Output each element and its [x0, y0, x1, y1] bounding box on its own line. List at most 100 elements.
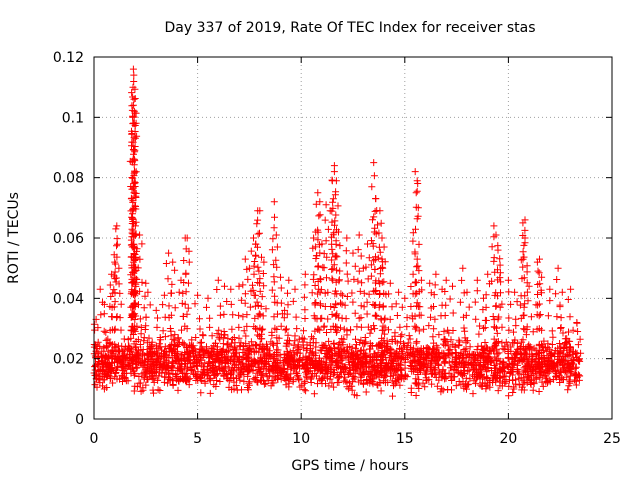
data-point — [330, 383, 338, 391]
data-point — [498, 339, 506, 347]
data-point — [108, 270, 116, 278]
data-point — [411, 248, 419, 256]
data-point — [293, 325, 301, 333]
data-point — [332, 177, 340, 185]
data-point — [285, 383, 293, 391]
data-point — [125, 342, 133, 350]
data-point — [314, 236, 322, 244]
data-point — [268, 362, 276, 370]
data-point — [556, 340, 564, 347]
data-point — [398, 331, 406, 339]
data-point — [135, 301, 142, 309]
data-point — [357, 323, 365, 331]
data-point — [308, 333, 315, 341]
data-point — [343, 293, 351, 300]
data-point — [137, 324, 145, 331]
data-point — [236, 342, 244, 350]
data-point — [254, 216, 262, 224]
data-point — [260, 364, 268, 372]
data-point — [512, 315, 520, 323]
data-point — [401, 294, 409, 302]
data-point — [324, 315, 332, 323]
data-point — [469, 390, 477, 398]
data-point — [445, 369, 453, 377]
data-point — [554, 264, 562, 272]
data-point — [486, 383, 494, 391]
data-point — [346, 379, 353, 387]
data-point — [142, 381, 150, 389]
data-point — [302, 372, 310, 380]
data-point — [113, 358, 121, 366]
data-point — [417, 311, 425, 319]
data-point — [138, 240, 146, 248]
data-point — [98, 367, 106, 374]
data-point — [342, 365, 350, 373]
data-point — [409, 237, 417, 245]
data-point — [233, 348, 241, 356]
data-point — [143, 339, 151, 347]
data-point — [185, 258, 193, 266]
x-tick-label: 5 — [193, 431, 202, 447]
data-point — [169, 258, 177, 266]
data-point — [386, 346, 394, 354]
data-point — [314, 363, 322, 371]
data-point — [131, 324, 139, 332]
data-point — [185, 279, 192, 287]
data-point — [428, 380, 436, 388]
data-point — [472, 315, 480, 323]
data-point — [499, 367, 507, 375]
data-point — [169, 381, 177, 389]
data-point — [128, 174, 136, 181]
data-point — [224, 341, 232, 349]
data-point — [345, 385, 353, 393]
data-point — [185, 348, 193, 356]
data-point — [91, 366, 99, 374]
data-point — [309, 351, 317, 359]
data-point — [357, 373, 365, 381]
data-point — [312, 343, 320, 351]
data-point — [318, 347, 326, 355]
data-point — [415, 376, 423, 384]
data-point — [96, 285, 104, 293]
data-point — [490, 254, 498, 262]
data-point — [140, 352, 148, 360]
data-point — [376, 207, 384, 215]
data-point — [343, 270, 351, 278]
data-point — [259, 270, 267, 277]
data-point — [150, 389, 157, 397]
data-point — [413, 187, 421, 195]
data-point — [323, 352, 331, 360]
data-point — [157, 336, 165, 344]
data-point — [230, 378, 238, 386]
data-point — [509, 389, 517, 396]
data-point — [507, 300, 515, 308]
data-point — [429, 333, 437, 341]
data-point — [231, 339, 239, 347]
data-point — [557, 343, 565, 351]
data-point — [131, 167, 138, 175]
data-point — [359, 264, 367, 272]
data-point — [504, 276, 512, 284]
data-point — [348, 289, 356, 297]
data-point — [452, 349, 460, 357]
data-point — [379, 264, 387, 272]
data-point — [396, 381, 404, 389]
data-point — [208, 332, 216, 340]
data-point — [441, 375, 449, 383]
data-point — [370, 159, 378, 167]
data-point — [311, 365, 319, 372]
data-point — [523, 325, 531, 333]
data-point — [395, 288, 403, 296]
data-point — [216, 335, 224, 343]
data-point — [181, 363, 189, 371]
data-point — [213, 286, 221, 293]
data-point — [304, 356, 312, 364]
y-tick-label: 0.02 — [53, 352, 84, 368]
data-point — [113, 366, 120, 374]
data-point — [301, 306, 309, 314]
data-point — [411, 312, 419, 320]
data-point — [213, 330, 221, 338]
data-point — [244, 275, 252, 283]
data-point — [284, 301, 292, 309]
data-point — [521, 216, 529, 224]
